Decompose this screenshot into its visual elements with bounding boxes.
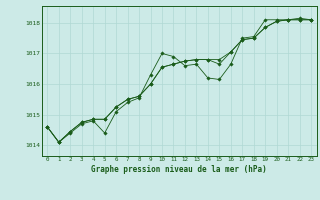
X-axis label: Graphe pression niveau de la mer (hPa): Graphe pression niveau de la mer (hPa) [91, 165, 267, 174]
